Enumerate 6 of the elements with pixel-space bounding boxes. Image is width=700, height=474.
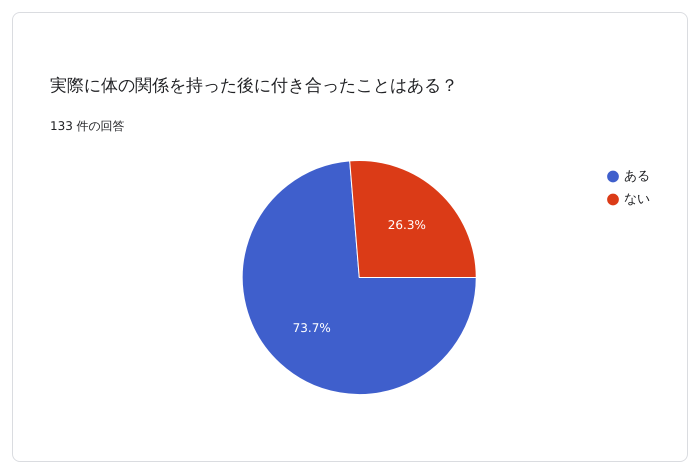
data-label: 73.7%	[292, 321, 331, 336]
chart-title: 実際に体の関係を持った後に付き合ったことはある？	[50, 75, 458, 97]
legend-label: ない	[624, 192, 650, 207]
data-label: 26.3%	[388, 218, 426, 232]
legend-label: ある	[624, 168, 650, 184]
text: 133 件の回答	[50, 118, 125, 135]
